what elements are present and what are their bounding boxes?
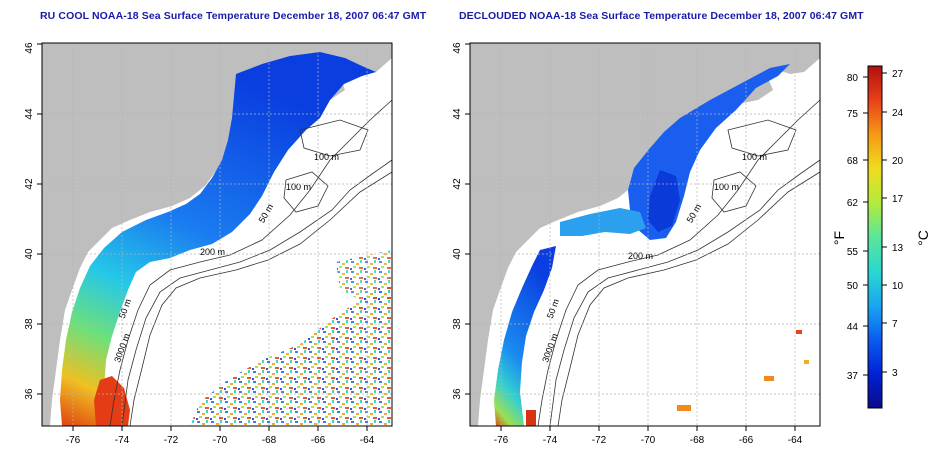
left-map-title: RU COOL NOAA-18 Sea Surface Temperature … [40, 10, 427, 22]
fahrenheit-tick-label: 50 [847, 281, 859, 292]
left-lat-label: 46 [24, 42, 35, 54]
celsius-tick-label: 20 [892, 156, 904, 167]
right-axis-ticks [465, 43, 796, 431]
right-sst-georges-bank [648, 170, 680, 232]
colorbar: 80 75 68 62 55 50 44 37 27 24 20 17 13 1… [831, 65, 931, 409]
colorbar-fahrenheit-labels: 80 75 68 62 55 50 44 37 [847, 73, 859, 382]
celsius-tick-label: 13 [892, 243, 904, 254]
right-map-frame [469, 42, 821, 427]
right-land-mass [470, 43, 820, 426]
left-lon-label: -66 [311, 435, 326, 446]
right-lon-label: -72 [592, 435, 607, 446]
left-sst-shelf-water [60, 52, 376, 426]
left-lat-label: 38 [24, 318, 35, 330]
celsius-tick-label: 24 [892, 108, 904, 119]
left-sst-offshore-speckle [190, 282, 392, 426]
right-lon-label: -74 [543, 435, 558, 446]
right-lat-label: 40 [452, 248, 463, 260]
fahrenheit-tick-label: 37 [847, 371, 859, 382]
right-sst-offshore-fragments [677, 330, 809, 411]
left-lat-label: 42 [24, 178, 35, 190]
left-map-panel: 100 m 100 m 50 m 200 m 50 m 3000 m [24, 42, 393, 446]
left-contour-label-200m: 200 m [200, 247, 225, 257]
celsius-tick-label: 27 [892, 69, 904, 80]
right-lon-label: -76 [494, 435, 509, 446]
left-bathymetry-contours [109, 99, 393, 427]
right-map-panel: 100 m 100 m 50 m 200 m 50 m 3000 m [452, 42, 821, 446]
fahrenheit-tick-label: 62 [847, 198, 859, 209]
right-lon-label: -68 [690, 435, 705, 446]
right-map-title: DECLOUDED NOAA-18 Sea Surface Temperatur… [459, 10, 864, 22]
celsius-tick-label: 10 [892, 281, 904, 292]
left-lat-label: 40 [24, 248, 35, 260]
right-lon-tick-labels: -76 -74 -72 -70 -68 -66 -64 [494, 435, 803, 446]
right-lat-label: 36 [452, 388, 463, 400]
left-lon-tick-labels: -76 -74 -72 -70 -68 -66 -64 [66, 435, 375, 446]
colorbar-ticks [863, 72, 887, 376]
right-sst-mid-atlantic-shelf [494, 246, 556, 426]
right-lat-tick-labels: 36 38 40 42 44 46 [452, 42, 463, 400]
right-contour-label-100m-b: 100 m [714, 182, 739, 192]
right-lon-label: -70 [641, 435, 656, 446]
colorbar-celsius-labels: 27 24 20 17 13 10 7 3 [892, 69, 904, 379]
fahrenheit-tick-label: 44 [847, 322, 859, 333]
celsius-tick-label: 3 [892, 368, 898, 379]
right-contour-label-100m-a: 100 m [742, 152, 767, 162]
celsius-tick-label: 7 [892, 319, 898, 330]
left-lat-tick-labels: 36 38 40 42 44 46 [24, 42, 35, 400]
right-lat-label: 46 [452, 42, 463, 54]
left-land-mass [42, 43, 392, 426]
left-lon-label: -64 [360, 435, 375, 446]
right-lon-label: -66 [739, 435, 754, 446]
fahrenheit-tick-label: 75 [847, 109, 859, 120]
fahrenheit-tick-label: 80 [847, 73, 859, 84]
fahrenheit-tick-label: 68 [847, 156, 859, 167]
left-sst-offshore-speckle-2 [336, 250, 392, 300]
colorbar-celsius-unit: °C [915, 230, 931, 246]
right-sst-warm-patch [526, 410, 536, 426]
left-lon-label: -68 [262, 435, 277, 446]
left-lat-label: 44 [24, 108, 35, 120]
right-lat-label: 42 [452, 178, 463, 190]
left-sst-warm-patch [94, 376, 130, 426]
right-lat-label: 38 [452, 318, 463, 330]
left-lon-label: -74 [115, 435, 130, 446]
right-lon-label: -64 [788, 435, 803, 446]
right-sst-southern-new-england [560, 208, 646, 236]
right-contour-label-200m: 200 m [628, 251, 653, 261]
fahrenheit-tick-label: 55 [847, 247, 859, 258]
right-bathymetry-contours [537, 99, 821, 427]
left-axis-ticks [37, 43, 368, 431]
left-lon-label: -70 [213, 435, 228, 446]
colorbar-fahrenheit-unit: °F [831, 231, 847, 245]
left-lon-label: -72 [164, 435, 179, 446]
left-contour-label-100m-b: 100 m [286, 182, 311, 192]
left-lon-label: -76 [66, 435, 81, 446]
left-map-frame [41, 42, 393, 427]
left-contour-label-100m-a: 100 m [314, 152, 339, 162]
left-lat-label: 36 [24, 388, 35, 400]
celsius-tick-label: 17 [892, 194, 904, 205]
right-lat-label: 44 [452, 108, 463, 120]
colorbar-ramp [867, 65, 883, 409]
